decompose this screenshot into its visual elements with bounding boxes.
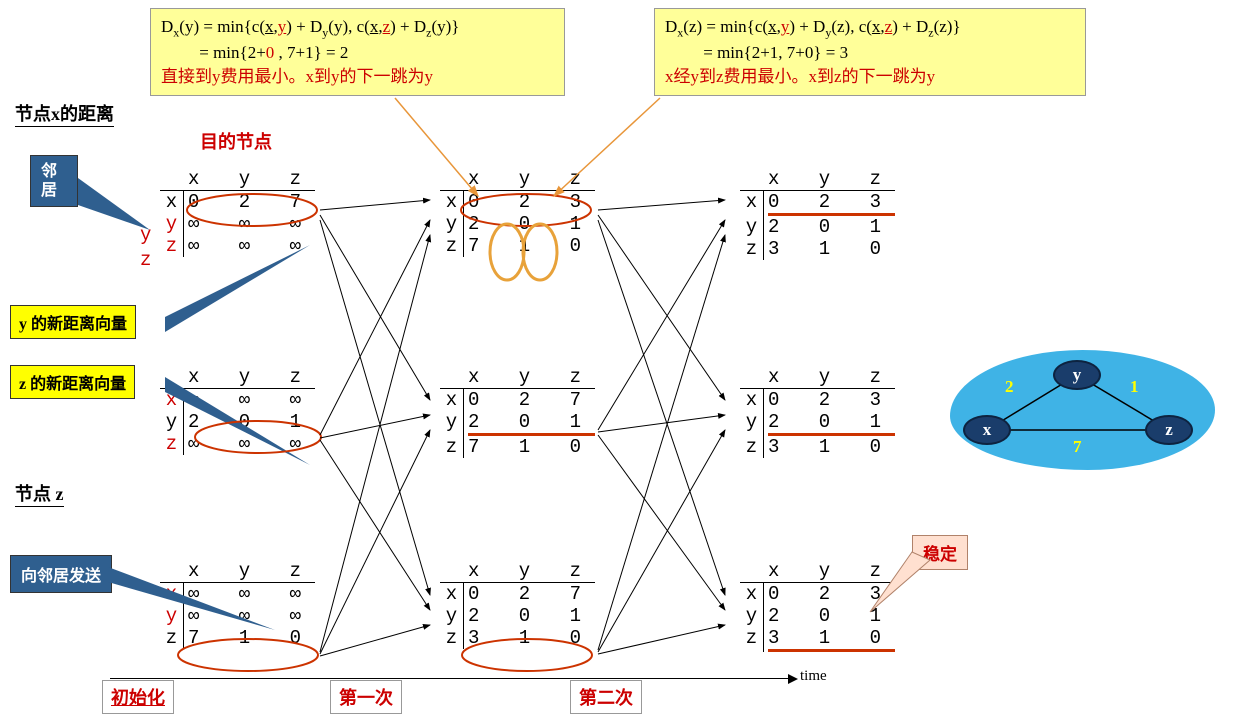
node-z: z	[1145, 415, 1193, 445]
table-c2-z: x y z x0 2 3 y2 0 1 z3 1 0	[740, 560, 895, 652]
callout-tail	[78, 178, 150, 230]
svg-text:y: y	[140, 224, 151, 246]
formula-note: 直接到y费用最小。x到y的下一跳为y	[161, 65, 554, 89]
table-c0-x: x y z x0 2 7 y∞ ∞ ∞ z∞ ∞ ∞	[160, 168, 315, 257]
edge-xz: 7	[1073, 437, 1082, 457]
send-neighbor-callout: 向邻居发送	[10, 555, 112, 593]
table-header: x y z	[160, 560, 315, 583]
table-c0-z: x y z x∞ ∞ ∞ y∞ ∞ ∞ z7 1 0	[160, 560, 315, 649]
network-diagram: x y z 2 1 7	[945, 345, 1225, 475]
table-c1-y: x y z x0 2 7 y2 0 1 z7 1 0	[440, 366, 595, 458]
formula-dx-y: Dx(y) = min{c(x,y) + Dy(y), c(x,z) + Dz(…	[150, 8, 565, 96]
edge-yz: 1	[1130, 377, 1139, 397]
table-c1-z: x y z x0 2 7 y2 0 1 z3 1 0	[440, 560, 595, 649]
table-c2-y: x y z x0 2 3 y2 0 1 z3 1 0	[740, 366, 895, 458]
node-x: x	[963, 415, 1011, 445]
node-z-label: 节点 z	[15, 480, 64, 507]
formula-line: Dx(y) = min{c(x,y) + Dy(y), c(x,z) + Dz(…	[161, 15, 554, 41]
time-label: time	[800, 668, 827, 685]
formula-line: = min{2+0 , 7+1} = 2	[161, 41, 554, 65]
callout-tail	[165, 245, 310, 332]
y-new-dist-callout: y 的新距离向量	[10, 305, 136, 339]
time-axis	[110, 678, 790, 679]
svg-text:z: z	[140, 249, 151, 271]
dest-node-label: 目的节点	[200, 128, 272, 154]
node-y: y	[1053, 360, 1101, 390]
table-header: x y z	[160, 366, 315, 389]
formula-line: Dx(z) = min{c(x,y) + Dy(z), c(x,z) + Dz(…	[665, 15, 1075, 41]
edge-xy: 2	[1005, 377, 1014, 397]
table-header: x y z	[160, 168, 315, 191]
table-c1-x: x y z x0 2 3 y2 0 1 z7 1 0	[440, 168, 595, 257]
stage-second: 第二次	[570, 680, 642, 714]
formula-dx-z: Dx(z) = min{c(x,y) + Dy(z), c(x,z) + Dz(…	[654, 8, 1086, 96]
formula-note: x经y到z费用最小。x到z的下一跳为y	[665, 65, 1075, 89]
node-x-label: 节点x的距离	[15, 100, 114, 127]
neighbor-callout: 邻居	[30, 155, 78, 207]
stage-first: 第一次	[330, 680, 402, 714]
stable-callout: 稳定	[912, 535, 968, 570]
stage-init: 初始化	[102, 680, 174, 714]
formula-line: = min{2+1, 7+0} = 3	[665, 41, 1075, 65]
table-c2-x: x y z x0 2 3 y2 0 1 z3 1 0	[740, 168, 895, 260]
z-new-dist-callout: z 的新距离向量	[10, 365, 135, 399]
table-c0-y: x y z x∞ ∞ ∞ y2 0 1 z∞ ∞ ∞	[160, 366, 315, 455]
